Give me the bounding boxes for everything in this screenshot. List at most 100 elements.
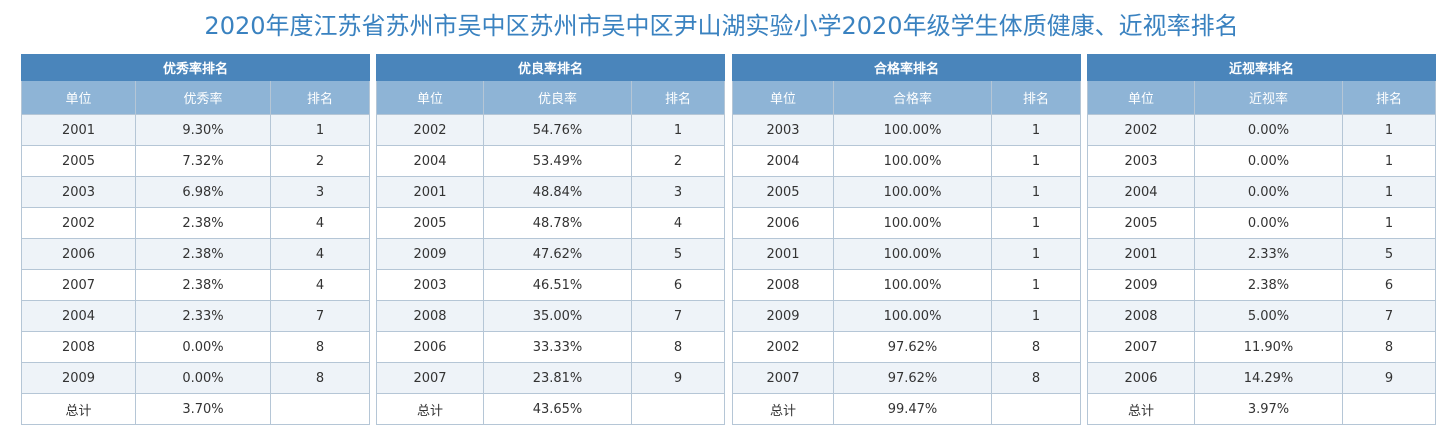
unit-cell: 总计 xyxy=(376,393,484,425)
table-row: 2005 7.32% 2 xyxy=(21,145,371,177)
unit-cell: 2002 xyxy=(376,114,484,146)
unit-cell: 2002 xyxy=(732,331,834,363)
table-row: 2004 2.33% 7 xyxy=(21,300,371,332)
rank-cell: 7 xyxy=(1341,300,1437,332)
rate-cell: 54.76% xyxy=(483,114,632,146)
total-row: 总计 3.97% xyxy=(1087,393,1437,425)
table-row: 2009 100.00% 1 xyxy=(732,300,1082,332)
rate-cell: 100.00% xyxy=(833,145,992,177)
myopia-rate-table: 近视率排名 单位 近视率 排名 2002 0.00% 1 2003 0.00% 1 20… xyxy=(1086,54,1437,425)
rate-cell: 43.65% xyxy=(483,393,632,425)
table-caption: 优秀率排名 xyxy=(20,54,371,81)
table-row: 2009 47.62% 5 xyxy=(376,238,726,270)
rank-cell: 1 xyxy=(990,300,1082,332)
rank-cell: 1 xyxy=(990,114,1082,146)
rank-cell: 6 xyxy=(630,269,726,301)
panel-myopia-rate: 近视率排名 单位 近视率 排名 2002 0.00% 1 2003 0.00% 1 20… xyxy=(1086,54,1437,425)
rate-cell: 2.38% xyxy=(1194,269,1343,301)
rate-cell: 23.81% xyxy=(483,362,632,394)
rate-cell: 100.00% xyxy=(833,238,992,270)
unit-cell: 2003 xyxy=(732,114,834,146)
table-row: 2001 48.84% 3 xyxy=(376,176,726,208)
rate-cell: 47.62% xyxy=(483,238,632,270)
rate-cell: 7.32% xyxy=(135,145,271,177)
unit-cell: 2009 xyxy=(1087,269,1195,301)
rate-cell: 99.47% xyxy=(833,393,992,425)
rank-cell: 8 xyxy=(990,331,1082,363)
rank-cell: 8 xyxy=(1341,331,1437,363)
rank-cell: 1 xyxy=(269,114,371,146)
unit-cell: 2006 xyxy=(376,331,484,363)
column-header-unit: 单位 xyxy=(376,80,484,115)
table-row: 2002 0.00% 1 xyxy=(1087,114,1437,146)
rank-cell: 3 xyxy=(269,176,371,208)
rate-cell: 3.97% xyxy=(1194,393,1343,425)
table-row: 2005 0.00% 1 xyxy=(1087,207,1437,239)
rate-cell: 11.90% xyxy=(1194,331,1343,363)
rate-cell: 100.00% xyxy=(833,176,992,208)
rank-cell: 8 xyxy=(269,331,371,363)
rank-cell: 1 xyxy=(630,114,726,146)
rank-cell: 7 xyxy=(630,300,726,332)
rate-cell: 0.00% xyxy=(135,331,271,363)
rank-cell: 1 xyxy=(1341,114,1437,146)
table-row: 2002 97.62% 8 xyxy=(732,331,1082,363)
total-row: 总计 99.47% xyxy=(732,393,1082,425)
rank-cell: 4 xyxy=(269,269,371,301)
table-row: 2002 54.76% 1 xyxy=(376,114,726,146)
table-row: 2008 5.00% 7 xyxy=(1087,300,1437,332)
unit-cell: 总计 xyxy=(1087,393,1195,425)
rank-cell xyxy=(630,393,726,425)
panel-good-rate: 优良率排名 单位 优良率 排名 2002 54.76% 1 2004 53.49% 2 … xyxy=(375,54,726,425)
rank-cell: 5 xyxy=(1341,238,1437,270)
rank-cell: 5 xyxy=(630,238,726,270)
rank-cell: 4 xyxy=(269,238,371,270)
rank-cell: 1 xyxy=(990,145,1082,177)
table-row: 2004 0.00% 1 xyxy=(1087,176,1437,208)
table-row: 2001 9.30% 1 xyxy=(21,114,371,146)
table-row: 2008 100.00% 1 xyxy=(732,269,1082,301)
rate-cell: 100.00% xyxy=(833,300,992,332)
unit-cell: 2001 xyxy=(21,114,136,146)
table-row: 2006 100.00% 1 xyxy=(732,207,1082,239)
column-header-rank: 排名 xyxy=(269,80,371,115)
pass-rate-table: 合格率排名 单位 合格率 排名 2003 100.00% 1 2004 100.00%… xyxy=(731,54,1082,425)
table-row: 2004 53.49% 2 xyxy=(376,145,726,177)
rank-cell: 6 xyxy=(1341,269,1437,301)
unit-cell: 2006 xyxy=(21,238,136,270)
rate-cell: 14.29% xyxy=(1194,362,1343,394)
rank-cell: 4 xyxy=(630,207,726,239)
unit-cell: 2008 xyxy=(376,300,484,332)
unit-cell: 2004 xyxy=(1087,176,1195,208)
unit-cell: 2003 xyxy=(21,176,136,208)
table-row: 2006 33.33% 8 xyxy=(376,331,726,363)
rate-cell: 53.49% xyxy=(483,145,632,177)
unit-cell: 2004 xyxy=(732,145,834,177)
rank-cell: 3 xyxy=(630,176,726,208)
unit-cell: 2006 xyxy=(732,207,834,239)
unit-cell: 2001 xyxy=(732,238,834,270)
rank-cell: 4 xyxy=(269,207,371,239)
rate-cell: 100.00% xyxy=(833,207,992,239)
rank-cell: 8 xyxy=(269,362,371,394)
unit-cell: 2007 xyxy=(732,362,834,394)
table-row: 2007 2.38% 4 xyxy=(21,269,371,301)
rank-cell: 1 xyxy=(1341,207,1437,239)
unit-cell: 2008 xyxy=(21,331,136,363)
unit-cell: 2008 xyxy=(732,269,834,301)
unit-cell: 2005 xyxy=(21,145,136,177)
column-header-rank: 排名 xyxy=(990,80,1082,115)
unit-cell: 2007 xyxy=(1087,331,1195,363)
table-caption: 合格率排名 xyxy=(731,54,1082,81)
table-row: 2001 100.00% 1 xyxy=(732,238,1082,270)
table-row: 2003 0.00% 1 xyxy=(1087,145,1437,177)
ranking-panels: 优秀率排名 单位 优秀率 排名 2001 9.30% 1 2005 7.32% 2 20… xyxy=(0,52,1443,426)
table-row: 2003 100.00% 1 xyxy=(732,114,1082,146)
rank-cell: 9 xyxy=(630,362,726,394)
unit-cell: 总计 xyxy=(21,393,136,425)
rank-cell: 1 xyxy=(1341,176,1437,208)
rate-cell: 2.38% xyxy=(135,269,271,301)
table-row: 2005 100.00% 1 xyxy=(732,176,1082,208)
unit-cell: 2002 xyxy=(1087,114,1195,146)
unit-cell: 2009 xyxy=(21,362,136,394)
